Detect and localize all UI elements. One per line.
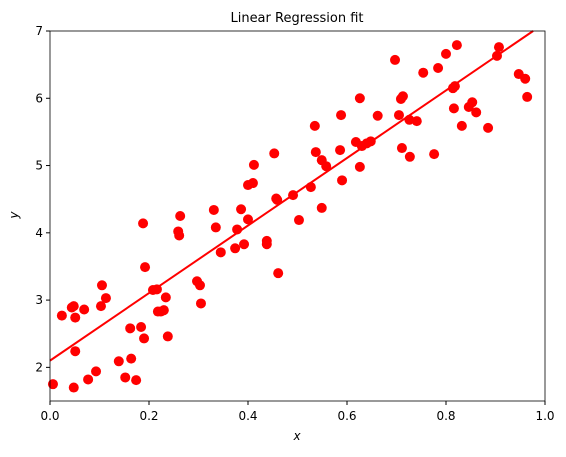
point	[100, 293, 111, 304]
y-tick-label: 5	[35, 159, 43, 173]
point	[390, 54, 401, 65]
x-tick-label: 0.8	[436, 409, 455, 423]
point	[456, 120, 467, 131]
point	[269, 148, 280, 159]
point	[139, 333, 150, 344]
point	[451, 40, 462, 51]
point	[125, 323, 136, 334]
y-tick-label: 7	[35, 24, 43, 38]
point	[136, 322, 147, 332]
point	[91, 366, 102, 377]
point	[70, 346, 81, 357]
point	[126, 353, 137, 364]
x-axis-label: x	[292, 429, 301, 443]
point	[411, 116, 422, 127]
point	[309, 120, 320, 131]
point	[293, 215, 304, 226]
y-tick-label: 3	[35, 293, 43, 307]
point	[47, 379, 58, 390]
point	[335, 145, 346, 156]
point	[404, 151, 415, 162]
x-tick-label: 0.4	[238, 409, 257, 423]
y-tick-label: 4	[35, 226, 43, 240]
point	[68, 382, 79, 393]
point	[321, 161, 332, 172]
point	[79, 304, 90, 315]
point	[441, 48, 451, 59]
point	[337, 175, 348, 186]
point	[261, 239, 272, 250]
point	[471, 107, 482, 118]
y-tick-label: 6	[35, 91, 43, 105]
fit-line	[49, 30, 534, 362]
point	[140, 262, 151, 273]
chart-title: Linear Regression fit	[230, 11, 363, 26]
point	[113, 356, 124, 367]
point	[354, 161, 365, 172]
point	[194, 280, 205, 291]
point	[96, 280, 107, 291]
point	[316, 202, 327, 213]
y-axis-label: y	[7, 211, 21, 220]
point	[236, 204, 247, 215]
point	[272, 194, 283, 205]
point	[175, 211, 186, 221]
point	[433, 63, 444, 73]
point	[396, 143, 407, 154]
point	[215, 247, 226, 258]
point	[138, 218, 149, 229]
point	[520, 73, 531, 84]
point	[208, 204, 219, 215]
point	[120, 372, 131, 383]
x-tick-label: 0.2	[139, 409, 158, 423]
point	[239, 239, 250, 250]
point	[483, 122, 494, 133]
x-tick-label: 0.0	[40, 409, 59, 423]
point	[418, 67, 429, 78]
point	[354, 93, 365, 104]
point	[273, 268, 284, 279]
point	[336, 110, 347, 121]
point	[174, 230, 185, 241]
point	[210, 222, 221, 233]
point	[95, 301, 106, 312]
point	[230, 243, 241, 254]
point	[522, 91, 533, 102]
point	[158, 305, 169, 316]
point	[56, 310, 67, 321]
point	[429, 149, 440, 160]
point	[83, 374, 94, 385]
point	[162, 331, 173, 342]
point	[131, 375, 142, 386]
point	[247, 178, 258, 189]
point	[248, 159, 259, 170]
point	[493, 42, 504, 53]
point	[467, 97, 478, 108]
point	[243, 214, 253, 225]
point	[372, 110, 383, 121]
y-tick-label: 2	[35, 360, 43, 374]
x-tick-label: 0.6	[337, 409, 356, 423]
point	[70, 312, 81, 323]
plot-frame	[49, 30, 546, 402]
point	[195, 298, 206, 309]
point	[393, 110, 404, 121]
point	[68, 301, 79, 312]
point	[160, 292, 171, 303]
x-tick-label: 1.0	[535, 409, 554, 423]
point	[448, 103, 459, 114]
point	[310, 147, 321, 158]
point	[397, 91, 408, 102]
